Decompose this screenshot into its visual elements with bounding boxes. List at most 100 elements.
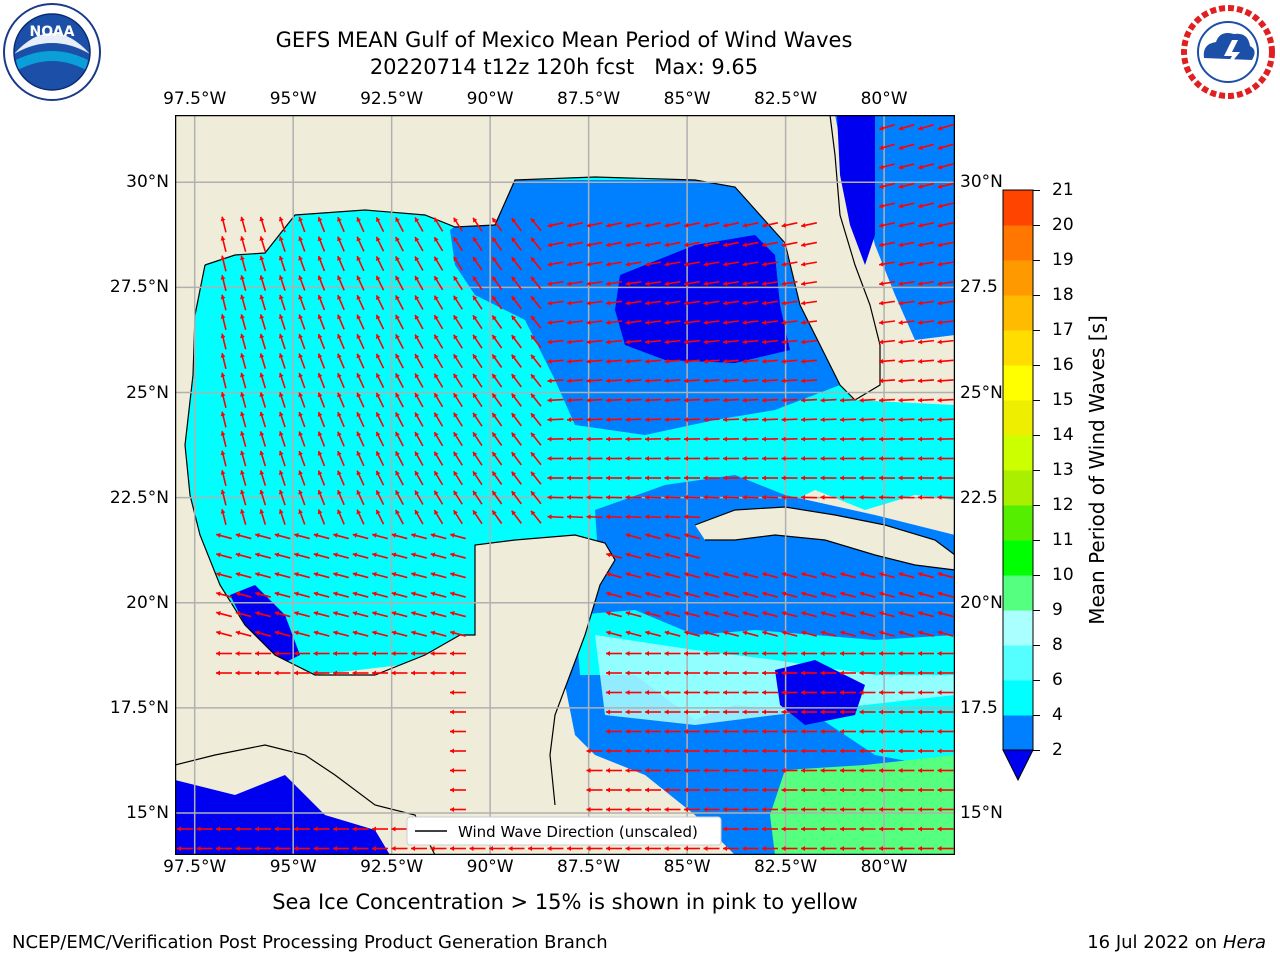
longitude-tick-label: 85°W xyxy=(663,89,711,109)
wind-wave-arrowhead xyxy=(434,256,439,262)
wind-wave-arrowhead xyxy=(840,611,845,616)
wind-wave-arrowhead xyxy=(240,216,245,222)
wind-wave-arrowhead xyxy=(606,494,611,500)
wind-wave-arrowhead xyxy=(372,611,377,616)
wind-wave-arrowhead xyxy=(684,552,689,558)
wind-wave-arrowhead xyxy=(531,452,536,457)
wind-wave-arrowhead xyxy=(937,320,942,325)
wind-wave-arrowhead xyxy=(547,300,552,306)
wind-wave-arrowhead xyxy=(606,281,611,287)
wind-wave-arrowhead xyxy=(450,651,454,656)
wind-wave-arrowhead xyxy=(723,709,727,715)
wind-wave-arrowhead xyxy=(259,392,265,397)
wind-wave-arrowhead xyxy=(898,281,903,287)
wind-wave-arrowhead xyxy=(801,611,806,616)
wind-wave-arrowhead xyxy=(801,417,806,423)
wind-wave-arrowhead xyxy=(430,670,435,676)
wind-wave-arrowhead xyxy=(937,378,942,384)
longitude-tick-label: 82.5°W xyxy=(754,857,818,877)
wind-wave-arrowhead xyxy=(684,261,689,267)
wind-wave-arrowhead xyxy=(762,436,767,442)
colorbar-band xyxy=(1003,190,1033,226)
colorbar-tick-mark xyxy=(1033,224,1040,226)
wind-wave-arrows xyxy=(177,123,954,851)
wind-wave-arrowhead xyxy=(395,353,400,359)
wind-wave-arrowhead xyxy=(274,826,279,832)
wind-wave-arrowhead xyxy=(216,630,221,636)
wind-wave-arrowhead xyxy=(918,690,922,695)
wind-wave-arrowhead xyxy=(375,217,381,223)
wind-wave-arrowhead xyxy=(703,630,709,636)
wind-wave-arrowhead xyxy=(278,294,284,300)
wind-wave-arrowhead xyxy=(492,295,497,301)
wind-wave-arrowhead xyxy=(450,552,455,558)
longitude-tick-label: 85°W xyxy=(663,857,711,877)
wind-wave-arrowhead xyxy=(937,281,942,287)
wind-wave-arrowhead xyxy=(317,236,323,242)
wind-wave-arrowhead xyxy=(352,533,358,538)
wind-wave-arrowhead xyxy=(586,494,591,500)
latitude-tick-label: 27.5 xyxy=(960,277,998,298)
wind-wave-arrowhead xyxy=(337,236,342,242)
wind-wave-arrowhead xyxy=(918,145,923,151)
wind-wave-arrowhead xyxy=(240,314,245,319)
wind-wave-arrowhead xyxy=(625,787,630,793)
wind-wave-arrowhead xyxy=(298,470,303,476)
wind-wave-arrowhead xyxy=(511,315,517,321)
wind-wave-arrowhead xyxy=(820,729,825,734)
wind-wave-arrowhead xyxy=(450,591,455,597)
wind-wave-arrowhead xyxy=(567,417,572,423)
wind-wave-arrowhead xyxy=(606,729,610,734)
wind-wave-arrowhead xyxy=(586,281,591,287)
wind-wave-arrowhead xyxy=(937,203,943,209)
wind-wave-arrowhead xyxy=(375,236,381,242)
wind-wave-arrowhead xyxy=(723,397,728,403)
wind-wave-arrowhead xyxy=(240,236,245,241)
wind-wave-arrowhead xyxy=(547,417,552,423)
wind-wave-arrowhead xyxy=(918,281,923,287)
wind-wave-arrowhead xyxy=(508,846,513,851)
wind-wave-arrowhead xyxy=(781,611,787,616)
caribbean-lt2 xyxy=(775,660,865,725)
wind-wave-arrowhead xyxy=(879,690,883,695)
wind-wave-arrowhead xyxy=(781,320,786,325)
wind-wave-arrowhead xyxy=(434,393,439,398)
colorbar-tick-label: 14 xyxy=(1052,425,1074,445)
wind-wave-arrowhead xyxy=(606,768,610,773)
wind-wave-arrowhead xyxy=(372,846,376,851)
colorbar-band xyxy=(1003,575,1033,611)
wind-wave-arrowhead xyxy=(434,510,439,515)
latitude-tick-label: 27.5°N xyxy=(109,277,169,298)
wind-wave-arrowhead xyxy=(278,314,284,319)
wind-wave-arrowhead xyxy=(586,339,591,345)
wind-wave-arrowhead xyxy=(664,670,669,676)
wind-wave-arrowhead xyxy=(625,748,630,754)
map-frame xyxy=(175,115,955,855)
wind-wave-arrowhead xyxy=(473,334,478,340)
wind-wave-arrowhead xyxy=(762,572,767,577)
wind-wave-arrowhead xyxy=(937,145,943,151)
wind-wave-arrowhead xyxy=(434,276,439,281)
wind-wave-arrowhead xyxy=(220,372,226,378)
colorbar-tick-label: 15 xyxy=(1052,390,1074,410)
wind-wave-arrowhead xyxy=(337,451,342,456)
wind-wave-arrowhead xyxy=(473,490,478,496)
wind-wave-arrowhead xyxy=(762,651,766,656)
colorbar-band xyxy=(1003,540,1033,576)
wind-wave-arrowhead xyxy=(781,358,786,364)
wind-wave-arrowhead xyxy=(723,690,727,695)
wind-wave-arrowhead xyxy=(937,787,942,793)
wind-wave-arrowhead xyxy=(356,353,362,359)
wind-wave-arrowhead xyxy=(742,397,747,403)
wind-wave-arrowhead xyxy=(664,846,669,851)
wind-wave-arrowhead xyxy=(742,690,747,695)
wind-wave-arrowhead xyxy=(742,261,747,267)
wind-wave-arrowhead xyxy=(473,276,478,282)
wind-wave-arrowhead xyxy=(918,436,923,442)
wind-wave-arrowhead xyxy=(333,611,338,616)
wind-wave-arrowhead xyxy=(840,494,845,500)
colorbar-tick-mark xyxy=(1033,644,1040,646)
longitude-tick-label: 87.5°W xyxy=(557,857,621,877)
wind-wave-arrowhead xyxy=(859,709,864,715)
wind-wave-arrowhead xyxy=(333,826,337,832)
